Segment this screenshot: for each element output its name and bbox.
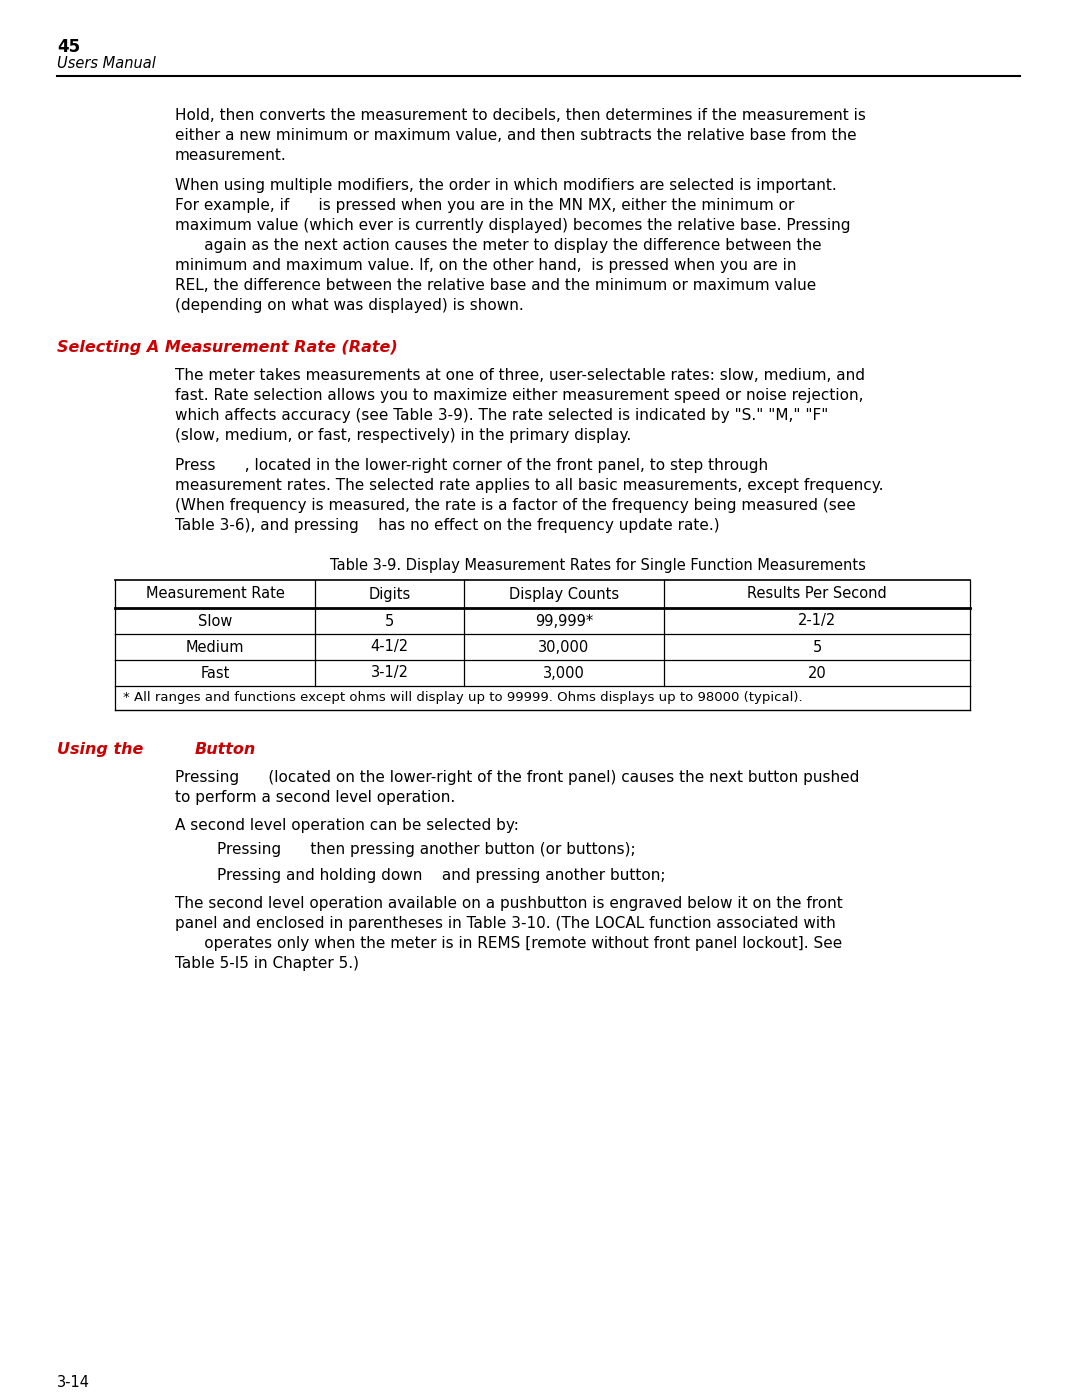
Text: 3-14: 3-14 — [57, 1375, 90, 1390]
Text: Measurement Rate: Measurement Rate — [146, 587, 284, 602]
Text: Button: Button — [195, 742, 256, 757]
Text: Using the: Using the — [57, 742, 144, 757]
Text: Pressing and holding down    and pressing another button;: Pressing and holding down and pressing a… — [217, 868, 665, 883]
Text: 30,000: 30,000 — [538, 640, 590, 655]
Text: again as the next action causes the meter to display the difference between the: again as the next action causes the mete… — [175, 237, 822, 253]
Text: 3,000: 3,000 — [543, 665, 585, 680]
Text: maximum value (which ever is currently displayed) becomes the relative base. Pre: maximum value (which ever is currently d… — [175, 218, 851, 233]
Text: Results Per Second: Results Per Second — [747, 587, 887, 602]
Text: Table 5-I5 in Chapter 5.): Table 5-I5 in Chapter 5.) — [175, 956, 359, 971]
Text: (When frequency is measured, the rate is a factor of the frequency being measure: (When frequency is measured, the rate is… — [175, 497, 855, 513]
Text: Slow: Slow — [198, 613, 232, 629]
Text: Fast: Fast — [200, 665, 230, 680]
Text: Pressing      (located on the lower-right of the front panel) causes the next bu: Pressing (located on the lower-right of … — [175, 770, 860, 785]
Text: which affects accuracy (see Table 3-9). The rate selected is indicated by "S." ": which affects accuracy (see Table 3-9). … — [175, 408, 828, 423]
Text: 5: 5 — [812, 640, 822, 655]
Text: either a new minimum or maximum value, and then subtracts the relative base from: either a new minimum or maximum value, a… — [175, 129, 856, 142]
Text: 2-1/2: 2-1/2 — [798, 613, 836, 629]
Text: When using multiple modifiers, the order in which modifiers are selected is impo: When using multiple modifiers, the order… — [175, 177, 837, 193]
Text: Hold, then converts the measurement to decibels, then determines if the measurem: Hold, then converts the measurement to d… — [175, 108, 866, 123]
Text: 99,999*: 99,999* — [535, 613, 593, 629]
Text: Table 3-6), and pressing    has no effect on the frequency update rate.): Table 3-6), and pressing has no effect o… — [175, 518, 719, 534]
Text: The second level operation available on a pushbutton is engraved below it on the: The second level operation available on … — [175, 895, 842, 911]
Text: Table 3-9. Display Measurement Rates for Single Function Measurements: Table 3-9. Display Measurement Rates for… — [329, 557, 865, 573]
Text: measurement.: measurement. — [175, 148, 287, 163]
Text: (slow, medium, or fast, respectively) in the primary display.: (slow, medium, or fast, respectively) in… — [175, 427, 631, 443]
Text: (depending on what was displayed) is shown.: (depending on what was displayed) is sho… — [175, 298, 524, 313]
Text: fast. Rate selection allows you to maximize either measurement speed or noise re: fast. Rate selection allows you to maxim… — [175, 388, 864, 402]
Text: to perform a second level operation.: to perform a second level operation. — [175, 789, 456, 805]
Text: Users Manual: Users Manual — [57, 56, 156, 71]
Text: Press      , located in the lower-right corner of the front panel, to step throu: Press , located in the lower-right corne… — [175, 458, 768, 474]
Text: Medium: Medium — [186, 640, 244, 655]
Text: A second level operation can be selected by:: A second level operation can be selected… — [175, 819, 518, 833]
Text: REL, the difference between the relative base and the minimum or maximum value: REL, the difference between the relative… — [175, 278, 816, 293]
Text: minimum and maximum value. If, on the other hand,  is pressed when you are in: minimum and maximum value. If, on the ot… — [175, 258, 797, 272]
Text: Selecting A Measurement Rate (Rate): Selecting A Measurement Rate (Rate) — [57, 339, 397, 355]
Text: measurement rates. The selected rate applies to all basic measurements, except f: measurement rates. The selected rate app… — [175, 478, 883, 493]
Text: Pressing      then pressing another button (or buttons);: Pressing then pressing another button (o… — [217, 842, 636, 856]
Text: Digits: Digits — [368, 587, 410, 602]
Text: Display Counts: Display Counts — [509, 587, 619, 602]
Text: For example, if      is pressed when you are in the MN MX, either the minimum or: For example, if is pressed when you are … — [175, 198, 795, 212]
Text: 4-1/2: 4-1/2 — [370, 640, 408, 655]
Text: 45: 45 — [57, 38, 80, 56]
Text: 20: 20 — [808, 665, 826, 680]
Text: panel and enclosed in parentheses in Table 3-10. (The LOCAL function associated : panel and enclosed in parentheses in Tab… — [175, 916, 836, 930]
Text: The meter takes measurements at one of three, user-selectable rates: slow, mediu: The meter takes measurements at one of t… — [175, 367, 865, 383]
Text: * All ranges and functions except ohms will display up to 99999. Ohms displays u: * All ranges and functions except ohms w… — [123, 692, 802, 704]
Text: 3-1/2: 3-1/2 — [370, 665, 408, 680]
Text: 5: 5 — [384, 613, 394, 629]
Text: operates only when the meter is in REMS [remote without front panel lockout]. Se: operates only when the meter is in REMS … — [175, 936, 842, 951]
